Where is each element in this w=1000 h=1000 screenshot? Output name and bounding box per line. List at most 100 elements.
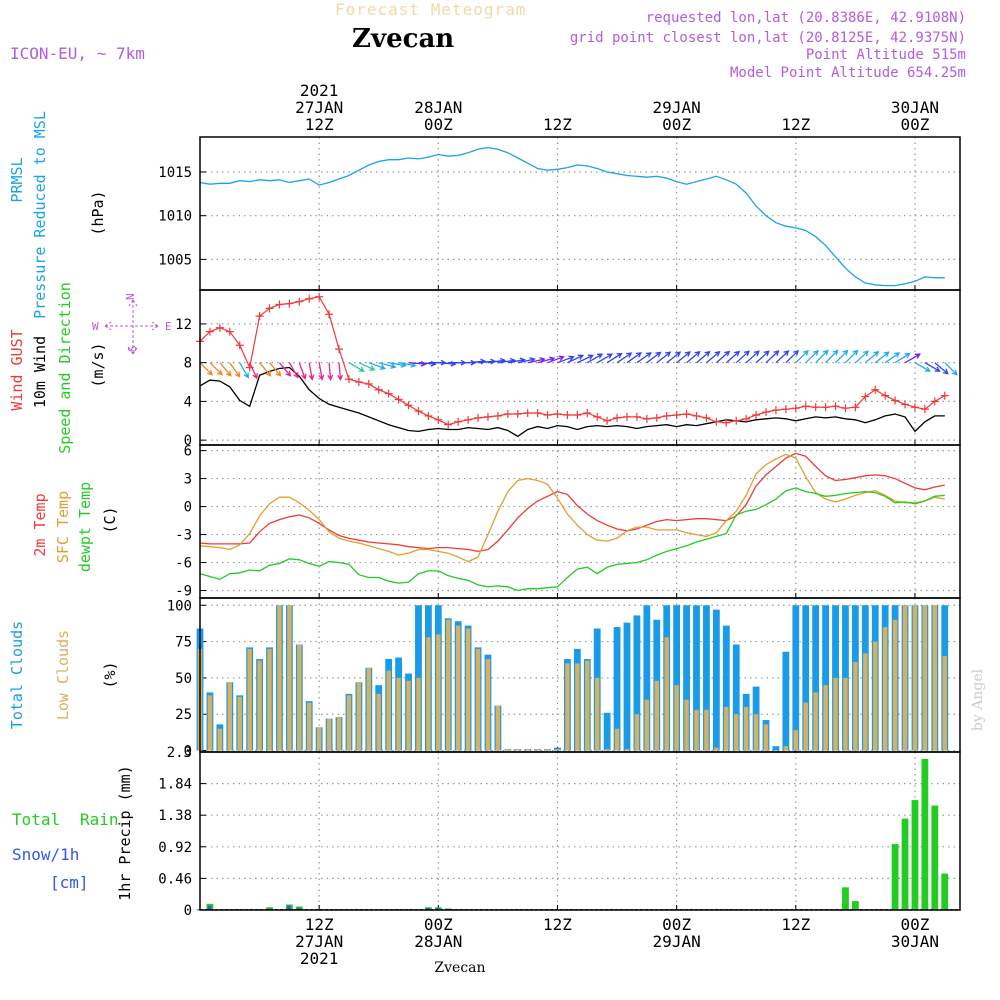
- footer-location: Zvecan: [434, 960, 485, 976]
- gust-marker: [940, 391, 949, 400]
- gust-marker: [593, 412, 602, 421]
- low-cloud-bar: [654, 680, 659, 751]
- gust-marker: [910, 403, 919, 412]
- low-cloud-bar: [892, 619, 898, 751]
- low-cloud-bar: [753, 714, 759, 751]
- top-time-label: 12Z: [305, 115, 334, 134]
- y-tick-label: 75: [175, 635, 192, 651]
- snow-bar: [297, 907, 301, 910]
- y-tick-label: 1005: [158, 252, 192, 268]
- wind-barb: [288, 362, 299, 379]
- wind-barb: [676, 351, 691, 364]
- wind-barb: [626, 352, 643, 364]
- gust-marker: [474, 413, 483, 422]
- compass-rose: N S W E: [92, 293, 172, 355]
- gust-marker: [920, 405, 929, 414]
- gust-marker: [553, 410, 562, 418]
- gust-marker: [434, 415, 443, 424]
- wind-barb: [327, 362, 334, 381]
- gust-marker: [881, 391, 890, 400]
- wind-barb: [337, 362, 344, 381]
- wind-barb: [358, 362, 376, 371]
- wind-barb: [864, 350, 880, 364]
- gust-marker: [235, 341, 244, 350]
- panel-1: 1005 1010 1015: [158, 137, 960, 290]
- low-cloud-bar: [525, 749, 530, 751]
- gust-marker: [404, 401, 413, 410]
- gust-marker: [583, 409, 592, 418]
- wind-barb: [894, 352, 911, 364]
- panel-2: 0 4 8 12: [175, 290, 960, 449]
- clouds-unit: (%): [101, 661, 119, 688]
- gust-marker: [752, 410, 761, 419]
- total-cloud-bar: [792, 605, 800, 751]
- sfc-temp-label: SFC Temp: [54, 491, 72, 563]
- wind-barb: [815, 349, 829, 364]
- wind-barb: [914, 362, 931, 372]
- low-cloud-bar: [465, 628, 471, 751]
- low-cloud-bar: [247, 648, 252, 751]
- gust-marker: [424, 411, 433, 420]
- gust-marker: [662, 411, 671, 420]
- total-cloud-bar: [693, 605, 700, 751]
- gust-marker: [503, 410, 512, 418]
- dewpt-temp-label: dewpt Temp: [76, 482, 94, 572]
- gust-marker: [811, 403, 820, 412]
- gust-marker: [871, 385, 880, 394]
- y-tick-label: -6: [175, 556, 192, 572]
- temp-unit: (C): [101, 506, 119, 533]
- wind-barb: [944, 362, 958, 376]
- low-cloud-bar: [376, 693, 381, 751]
- top-time-label: 27JAN: [295, 98, 343, 117]
- gust-marker: [513, 410, 522, 418]
- rain-bar: [901, 818, 909, 910]
- gust-marker: [364, 379, 373, 388]
- location-name: Zvecan: [352, 24, 455, 54]
- gust-marker: [742, 414, 751, 423]
- low-cloud-bar: [227, 682, 232, 751]
- wind-label: 10m Wind: [31, 336, 49, 408]
- low-clouds-label: Low Clouds: [54, 630, 72, 720]
- bottom-time-label: 12Z: [543, 915, 572, 934]
- wind-direction-label: Speed and Direction: [56, 282, 74, 454]
- wind-barb: [368, 362, 387, 370]
- wind-barb: [298, 362, 307, 380]
- bottom-time-label: 00Z: [662, 915, 691, 934]
- low-cloud-bar: [902, 605, 908, 751]
- low-cloud-bar: [674, 685, 679, 751]
- gust-marker: [225, 327, 234, 336]
- rain-bar: [921, 758, 929, 910]
- top-time-label: 12Z: [781, 115, 810, 134]
- gust-marker: [652, 413, 661, 422]
- wind-barb: [229, 362, 241, 378]
- gust-marker: [454, 417, 463, 426]
- gust-marker: [414, 407, 423, 416]
- compass-west: W: [92, 320, 99, 333]
- low-cloud-bar: [714, 747, 719, 751]
- compass-east: E: [165, 320, 172, 333]
- top-time-label: 28JAN: [414, 98, 462, 117]
- y-tick-label: 8: [184, 356, 192, 372]
- wind-barb: [666, 351, 682, 364]
- total-cloud-bar: [732, 644, 740, 751]
- low-cloud-bar: [326, 718, 332, 751]
- total-cloud-bar: [683, 605, 690, 751]
- low-cloud-bar: [396, 677, 401, 751]
- wind-barb: [854, 350, 869, 364]
- wind-barb: [795, 349, 809, 364]
- total-cloud-bar: [703, 605, 710, 751]
- low-cloud-bar: [664, 637, 669, 751]
- total-cloud-bar: [802, 605, 810, 751]
- low-cloud-bar: [287, 605, 292, 751]
- wind-barb: [646, 351, 662, 364]
- wind-barb: [199, 362, 213, 376]
- gust-marker: [771, 406, 780, 415]
- gust-marker: [851, 403, 860, 412]
- low-cloud-bar: [257, 660, 262, 751]
- y-tick-label: 25: [175, 707, 192, 723]
- total-cloud-bar: [782, 651, 790, 751]
- wind-barb: [567, 354, 585, 364]
- y-tick-label: 0: [184, 500, 192, 516]
- gust-marker: [841, 404, 850, 413]
- low-cloud-bar: [743, 706, 749, 751]
